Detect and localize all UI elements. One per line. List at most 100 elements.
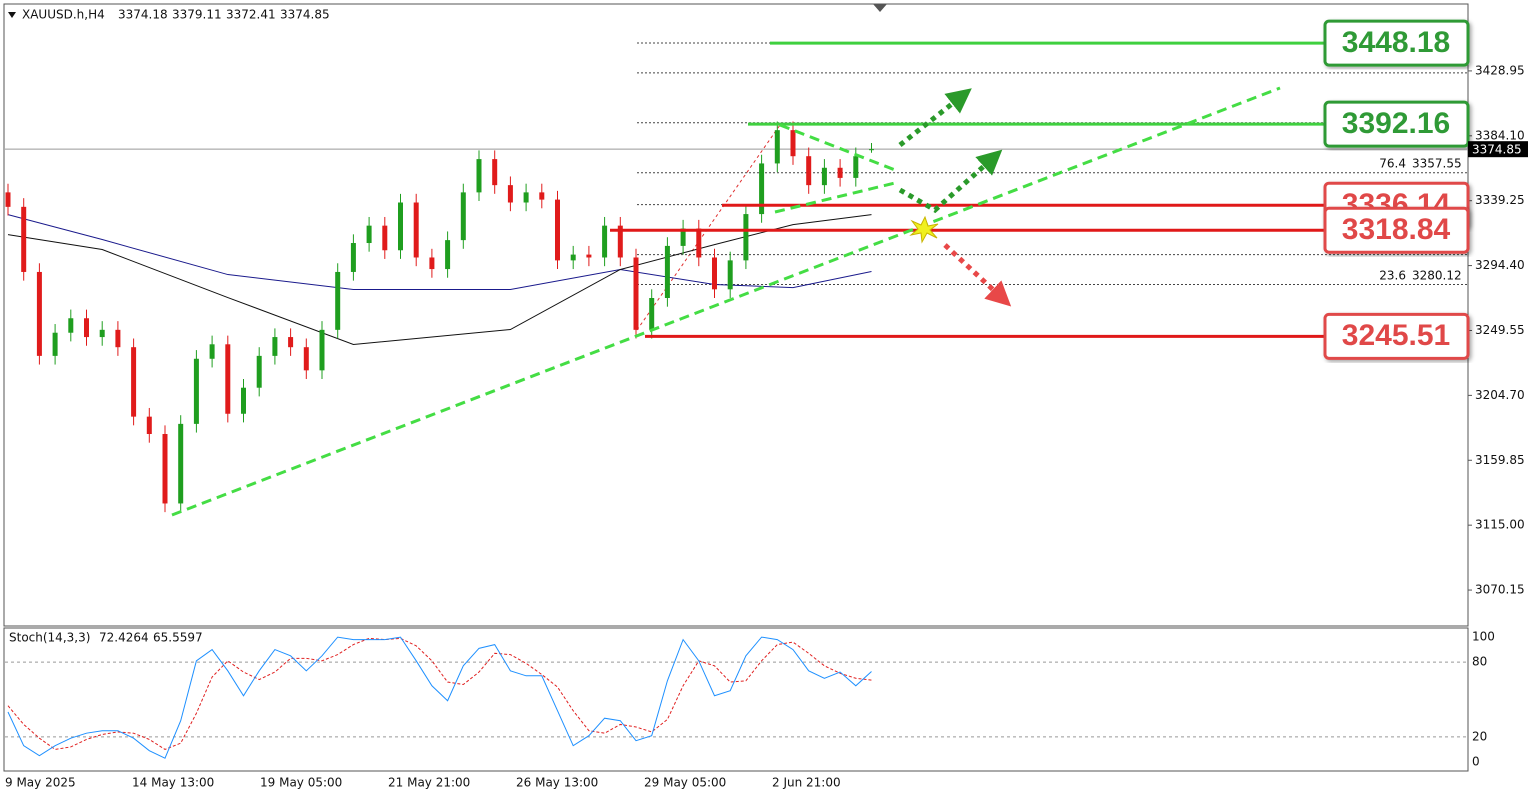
fib-ratio: 23.6 <box>1379 269 1406 283</box>
shift-marker <box>873 4 887 12</box>
candle-body <box>303 347 309 371</box>
candle-body <box>853 156 859 178</box>
triangle-upper <box>779 123 896 172</box>
stoch-k <box>7 636 872 759</box>
moving-average <box>7 214 872 345</box>
candle-body <box>727 260 733 290</box>
candle-body <box>869 149 874 151</box>
header-low: 3372.41 <box>226 8 276 22</box>
price-tag <box>1468 141 1528 158</box>
annotations <box>171 86 1281 517</box>
moving-average <box>7 214 872 290</box>
candle-body <box>131 347 137 417</box>
menu-triangle <box>8 12 16 18</box>
candle-body <box>586 254 592 258</box>
candle-body <box>256 355 262 388</box>
x-label: 21 May 21:00 <box>388 776 470 790</box>
header-close: 3374.85 <box>280 8 330 22</box>
candle-body <box>523 192 529 203</box>
fib-price: 3280.12 <box>1412 269 1462 283</box>
candle-body <box>99 329 105 338</box>
stoch-d <box>7 637 872 750</box>
candle-body <box>680 228 686 246</box>
plot: 3428.95 3384.10 3339.25 3294.40 3249.55 3204.… <box>5 19 1528 768</box>
candle-body <box>178 423 184 504</box>
candle-body <box>743 214 749 261</box>
candle-body <box>288 337 294 348</box>
y-tick-label: 3115.00 <box>1475 518 1525 532</box>
candle-body <box>68 318 74 333</box>
candle-body <box>476 159 482 193</box>
x-label: 2 Jun 21:00 <box>772 776 841 790</box>
candle-body <box>507 185 513 203</box>
y-tick-label: 3339.25 <box>1475 193 1525 207</box>
stoch-name: Stoch(14,3,3) <box>9 631 90 645</box>
arrow-down <box>943 243 1012 307</box>
candle-body <box>241 387 246 414</box>
candle-body <box>555 199 560 261</box>
candle-body <box>649 297 655 330</box>
level-label: 3448.18 <box>1342 26 1450 59</box>
candle-body <box>837 167 843 178</box>
y-tick-label: 3294.40 <box>1475 258 1525 272</box>
candle-body <box>790 130 796 157</box>
candle-body <box>146 416 152 435</box>
stoch-frame <box>3 627 1469 772</box>
candle-body <box>382 225 388 251</box>
candle-body <box>84 318 89 338</box>
star <box>909 215 939 244</box>
x-label: 9 May 2025 <box>5 776 76 790</box>
candle-body <box>319 329 325 371</box>
candle-body <box>759 163 765 215</box>
y-tick-label: 3249.55 <box>1475 323 1525 337</box>
arrow-up <box>898 88 972 147</box>
level-label: 3318.84 <box>1342 213 1451 246</box>
candle-body <box>272 337 278 356</box>
fib-price: 3357.55 <box>1412 157 1462 171</box>
x-label: 14 May 13:00 <box>132 776 214 790</box>
candle-body <box>539 192 545 200</box>
drawings <box>636 124 781 331</box>
y-tick-label: 3428.95 <box>1475 63 1525 77</box>
triangle-lower <box>774 181 896 214</box>
candle-body <box>21 206 27 272</box>
candle-body <box>36 271 42 356</box>
trendline <box>171 86 1281 517</box>
stoch-tick-label: 100 <box>1472 630 1495 644</box>
main-frame <box>3 3 1469 627</box>
level-label: 3392.16 <box>1342 107 1450 140</box>
candle-body <box>570 254 576 261</box>
symbol: XAUUSD.h,H4 <box>22 8 105 22</box>
price-tag-label: 3374.85 <box>1472 143 1522 157</box>
candle-body <box>209 344 215 359</box>
stoch-k-value: 72.4264 <box>99 631 149 645</box>
candle-body <box>696 228 702 258</box>
candle-body <box>225 344 231 414</box>
header-high: 3379.11 <box>172 8 222 22</box>
level-box <box>1323 100 1470 148</box>
candle-body <box>712 257 717 290</box>
candle-body <box>335 271 341 330</box>
stoch-d-value: 65.5597 <box>153 631 203 645</box>
level-label: 3245.51 <box>1342 319 1450 352</box>
candle-body <box>460 192 466 241</box>
candle-body <box>429 257 435 270</box>
candle-body <box>806 156 812 186</box>
x-label: 19 May 05:00 <box>260 776 342 790</box>
candle-body <box>445 240 451 270</box>
fib-ratio: 76.4 <box>1379 157 1406 171</box>
candle-body <box>413 202 419 258</box>
candle-body <box>774 130 780 164</box>
candle-body <box>162 434 168 504</box>
candle-body <box>398 202 403 251</box>
stoch-tick-label: 80 <box>1472 655 1487 669</box>
y-tick-label: 3204.70 <box>1475 388 1525 402</box>
stoch-tick-label: 0 <box>1472 754 1480 768</box>
candle-body <box>633 257 639 330</box>
level-box <box>1323 206 1470 254</box>
candle-body <box>366 225 372 244</box>
candle-body <box>664 245 670 298</box>
arrow-retest <box>898 149 1003 214</box>
x-labels: 9 May 2025 14 May 13:00 19 May 05:00 21 … <box>5 776 841 790</box>
